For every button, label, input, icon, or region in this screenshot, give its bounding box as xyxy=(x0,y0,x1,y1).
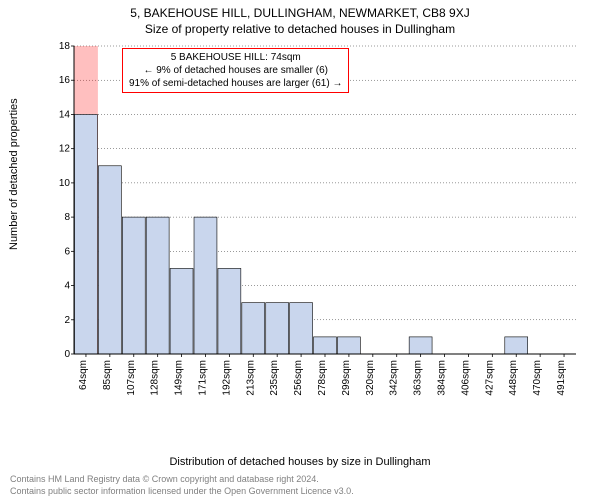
svg-text:427sqm: 427sqm xyxy=(484,360,495,396)
svg-text:235sqm: 235sqm xyxy=(269,360,280,396)
svg-text:10: 10 xyxy=(59,178,71,189)
svg-text:16: 16 xyxy=(59,75,71,86)
svg-text:12: 12 xyxy=(59,144,71,155)
svg-text:6: 6 xyxy=(64,246,70,257)
svg-text:14: 14 xyxy=(59,109,71,120)
svg-text:363sqm: 363sqm xyxy=(413,360,424,396)
svg-text:299sqm: 299sqm xyxy=(341,360,352,396)
x-axis-label: Distribution of detached houses by size … xyxy=(0,456,600,468)
svg-text:320sqm: 320sqm xyxy=(365,360,376,396)
svg-text:2: 2 xyxy=(64,315,70,326)
svg-text:0: 0 xyxy=(64,349,70,360)
svg-text:448sqm: 448sqm xyxy=(508,360,519,396)
svg-text:384sqm: 384sqm xyxy=(437,360,448,396)
svg-text:18: 18 xyxy=(59,41,71,52)
svg-text:491sqm: 491sqm xyxy=(556,360,567,396)
page-subtitle: Size of property relative to detached ho… xyxy=(0,22,600,36)
svg-text:278sqm: 278sqm xyxy=(317,360,328,396)
svg-text:64sqm: 64sqm xyxy=(78,360,89,390)
svg-text:192sqm: 192sqm xyxy=(221,360,232,396)
svg-text:149sqm: 149sqm xyxy=(174,360,185,396)
svg-text:85sqm: 85sqm xyxy=(102,360,113,390)
svg-text:128sqm: 128sqm xyxy=(150,360,161,396)
svg-text:256sqm: 256sqm xyxy=(293,360,304,396)
y-axis-label: Number of detached properties xyxy=(8,98,20,250)
annotation-line3: 91% of semi-detached houses are larger (… xyxy=(129,77,342,90)
annotation-line2: ← 9% of detached houses are smaller (6) xyxy=(129,64,342,77)
svg-text:8: 8 xyxy=(64,212,70,223)
annotation-line1: 5 BAKEHOUSE HILL: 74sqm xyxy=(129,51,342,64)
footer-copyright-2: Contains public sector information licen… xyxy=(10,486,354,496)
svg-text:4: 4 xyxy=(64,281,70,292)
footer-copyright-1: Contains HM Land Registry data © Crown c… xyxy=(10,474,319,484)
svg-text:470sqm: 470sqm xyxy=(532,360,543,396)
svg-text:213sqm: 213sqm xyxy=(245,360,256,396)
highlight-annotation: 5 BAKEHOUSE HILL: 74sqm ← 9% of detached… xyxy=(122,48,349,93)
svg-text:171sqm: 171sqm xyxy=(197,360,208,396)
page-title: 5, BAKEHOUSE HILL, DULLINGHAM, NEWMARKET… xyxy=(0,6,600,20)
svg-text:342sqm: 342sqm xyxy=(389,360,400,396)
histogram-chart: 0 2 4 6 8 10 12 14 16 18 64sqm 85sqm 107sqm 128sqm 149… xyxy=(50,42,580,402)
svg-text:107sqm: 107sqm xyxy=(126,360,137,396)
svg-text:406sqm: 406sqm xyxy=(460,360,471,396)
